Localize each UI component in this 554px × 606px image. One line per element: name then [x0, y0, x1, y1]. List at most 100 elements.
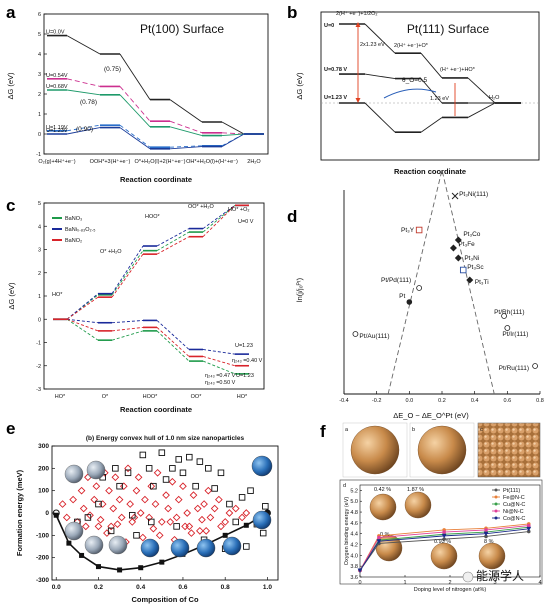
x-tick-label-c-0: HO*	[55, 394, 66, 400]
nanoparticle-image-f-1	[369, 493, 397, 521]
square-point-e-12	[169, 465, 176, 472]
y-axis-label-d: ln(j/j₀ᴾᵗ)	[295, 277, 304, 302]
x-tick-label-c-4: HO*	[237, 394, 248, 400]
square-point-e-15	[186, 453, 193, 461]
y-tick-label-f-7: 5.0	[350, 499, 358, 505]
nanoparticle-image-b	[417, 425, 467, 475]
series-b-1-connector-0	[364, 73, 396, 80]
y-tick-label-a-6: 5	[38, 32, 41, 38]
diamond-point-e-46	[210, 504, 219, 513]
square-point-e-17	[196, 458, 204, 465]
square-point-e-9	[150, 482, 157, 490]
square-point-e-13	[175, 456, 182, 463]
diamond-point-e-2	[69, 495, 77, 504]
state-label-f-4: 8 %	[484, 539, 494, 545]
x-tick-label-d-0: -0.4	[339, 398, 348, 404]
series-c-3-connector-3	[202, 360, 236, 375]
sub-label-f-d: d	[343, 483, 346, 489]
diamond-point-e-60	[202, 527, 211, 535]
sub-label-f-a: a	[345, 427, 349, 433]
panel-a: a Pt(100) Surface -1 0 1 2 3 4 5 6 O₂(g)+4H⁺+e⁻…	[6, 3, 269, 184]
series-c-1-connector-0	[66, 293, 99, 320]
panel-letter-e: e	[6, 419, 15, 438]
u-label-b-123: U=1.23 V	[324, 95, 347, 101]
series-f-0	[358, 529, 531, 573]
square-point-e-31	[107, 527, 115, 535]
sub-label-f-c: c	[480, 427, 483, 433]
chart-title-e: (b) Energy convex hull of 1.0 nm size na…	[86, 435, 245, 442]
square-point-e-6	[133, 532, 140, 539]
x-tick-label-f-1: 1	[403, 580, 406, 586]
diamond-point-e-65	[149, 524, 158, 533]
series-c-3-connector-1	[111, 330, 144, 341]
y-tick-label-a-0: -1	[36, 152, 41, 158]
y-tick-label-c-2: -1	[36, 341, 41, 347]
series-a-3-connector-2	[169, 145, 203, 148]
state-label-f-1: 1.87 %	[407, 487, 424, 493]
series-f	[357, 522, 532, 573]
square-point-e-25	[259, 529, 267, 537]
cluster-images-e	[64, 455, 273, 558]
y-tick-label-c-6: 3	[38, 248, 41, 254]
x-tick-label-c-3: OO*	[191, 394, 203, 400]
diamond-point-e-25	[136, 509, 145, 517]
diamond-point-e-38	[183, 509, 192, 517]
series-a-2-connector-3	[221, 133, 245, 137]
panel-letter-b: b	[287, 3, 297, 22]
diamond-point-e-35	[172, 513, 181, 522]
diamond-point-e-32	[162, 491, 170, 499]
annotation-c-u123-a: U=1.23	[235, 343, 253, 349]
diamond-point-e-37	[179, 482, 187, 491]
cluster-image-e-7	[170, 538, 190, 558]
diamond-point-e-4	[77, 486, 86, 495]
x-axis-label-d: ΔE_O − ΔE_O^Pt (eV)	[393, 411, 469, 420]
nanoparticle-image-f-5	[478, 542, 506, 570]
state-label-c-0: HO*	[52, 292, 63, 298]
series-point-f-0-4	[526, 529, 531, 534]
annotation-a-090: (0.90)	[76, 126, 93, 133]
series-b-2-connector-0	[364, 102, 396, 133]
x-tick-label-a-3: OH*+H₂O(l)+(H⁺+e⁻)	[186, 158, 238, 165]
point-d-10	[501, 313, 507, 319]
panel-f: f a b c d 3.6 3.8 4.0 4.2 4.4 4.6 4.8 5.0 5.2 0 1…	[320, 422, 543, 593]
hull-point-e-4	[117, 567, 123, 573]
x-tick-label-d-4: 0.4	[471, 398, 479, 404]
legend-label-f-2: Cu@N-C	[503, 502, 525, 508]
square-point-e-8	[145, 465, 153, 472]
square-point-e-4	[116, 482, 123, 490]
hull-point-e-5	[138, 565, 144, 571]
diamond-point-e-61	[217, 522, 225, 531]
y-ticks-e: -300 -200 -100 0 100 200 300	[36, 443, 55, 584]
diamond-point-e-21	[126, 500, 134, 508]
x-tick-label-d-1: -0.2	[372, 398, 381, 404]
x-tick-label-e-0: 0.0	[52, 584, 61, 591]
diamond-point-e-1	[62, 513, 71, 522]
diamond-point-e-27	[145, 513, 153, 522]
diamond-point-e-17	[115, 495, 124, 504]
x-tick-label-d-6: 0.8	[536, 398, 544, 404]
point-d-3	[415, 226, 423, 234]
state-label-f-0: 0.42 %	[374, 487, 391, 493]
series-a-1-connector-1	[119, 86, 151, 122]
y-tick-label-f-8: 5.2	[350, 488, 358, 494]
state-label-b-1: 2(H⁺ +e⁻)+O*	[394, 42, 429, 49]
series-a-1-connector-2	[169, 120, 203, 134]
y-tick-label-f-6: 4.8	[350, 510, 358, 516]
y-tick-label-a-2: 1	[38, 112, 41, 118]
diamond-point-e-48	[221, 518, 230, 526]
series-b	[339, 23, 521, 134]
point-label-d-10: Pt/Rh(111)	[494, 309, 524, 316]
y-tick-label-f-3: 4.2	[350, 543, 358, 549]
square-point-e-3	[112, 465, 119, 472]
point-label-d-1: Pt/Pd(111)	[381, 277, 411, 284]
annotation-a-075: (0.75)	[104, 66, 121, 73]
point-label-d-5: Pt₃Co	[463, 231, 480, 238]
series-point-f-0-2	[442, 537, 446, 541]
x-tick-label-a-2: O*+H₂O(l)+2(H⁺+e⁻)	[135, 158, 186, 165]
panel-letter-a: a	[6, 3, 16, 22]
point-label-d-8: Pt₃Sc	[467, 264, 484, 271]
y-tick-label-e-1: -200	[36, 555, 49, 562]
series-a-1-connector-0	[66, 78, 101, 87]
x-tick-label-f-0: 0	[358, 580, 361, 586]
